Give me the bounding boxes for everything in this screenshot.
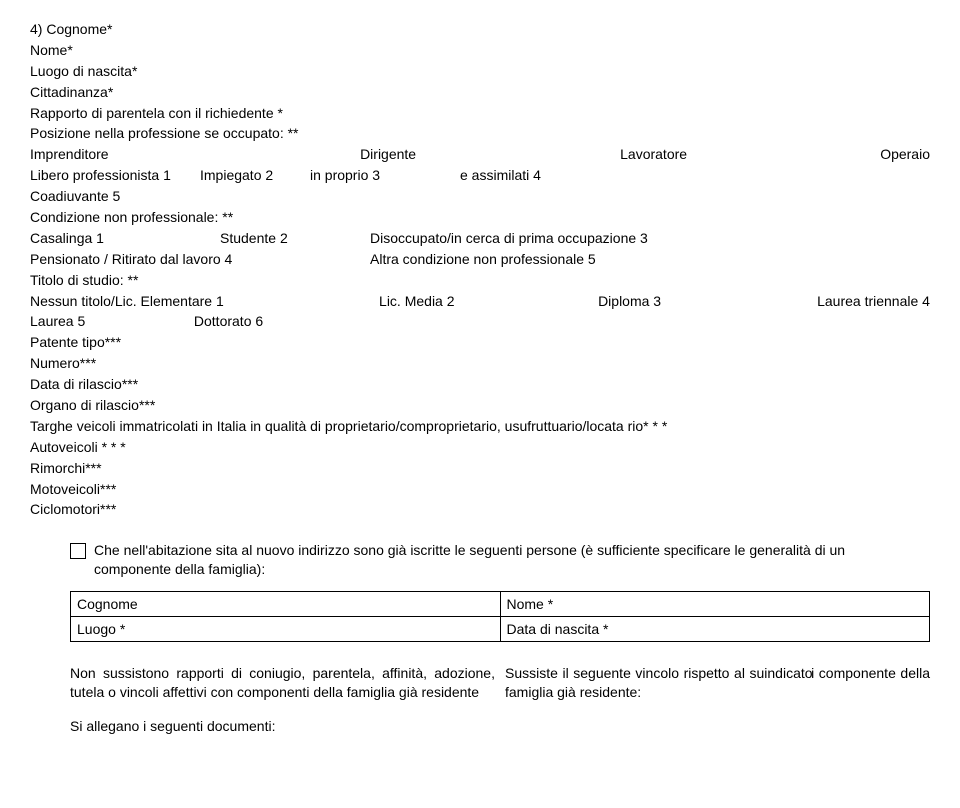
opt-dottorato: Dottorato 6 [194, 313, 263, 329]
organo-rilascio: Organo di rilascio*** [30, 396, 930, 415]
titolo-studio-title: Titolo di studio: ** [30, 271, 930, 290]
opt-impiegato: Impiegato 2 [200, 166, 310, 185]
allegati-label: Si allegano i seguenti documenti: [70, 718, 930, 734]
section4-luogo-nascita: Luogo di nascita* [30, 62, 930, 81]
col-sussiste-pre: Sussiste il seguente vincolo rispetto al… [505, 665, 813, 681]
opt-operaio: Operaio [880, 145, 930, 164]
motoveicoli: Motoveicoli*** [30, 480, 930, 499]
section4-cittadinanza: Cittadinanza* [30, 83, 930, 102]
cell-luogo[interactable]: Luogo * [71, 617, 501, 642]
patente-numero: Numero*** [30, 354, 930, 373]
checkbox-abitazione[interactable] [70, 543, 86, 559]
opt-libero-prof: Libero professionista 1 [30, 166, 200, 185]
section4-cognome: 4) Cognome* [30, 20, 930, 39]
titolo-row1: Nessun titolo/Lic. Elementare 1 Lic. Med… [30, 292, 930, 311]
condizione-title: Condizione non professionale: ** [30, 208, 930, 227]
opt-altra-cond: Altra condizione non professionale 5 [370, 250, 930, 269]
targhe-veicoli: Targhe veicoli immatricolati in Italia i… [30, 417, 930, 436]
section4-nome: Nome* [30, 41, 930, 60]
opt-laurea-tri: Laurea triennale 4 [817, 292, 930, 311]
ciclomotori: Ciclomotori*** [30, 500, 930, 519]
patente-tipo: Patente tipo*** [30, 333, 930, 352]
opt-disoccupato: Disoccupato/in cerca di prima occupazion… [370, 229, 930, 248]
posizione-row1: Imprenditore Dirigente Lavoratore Operai… [30, 145, 930, 164]
cell-data-nascita[interactable]: Data di nascita * [500, 617, 930, 642]
opt-nessun-titolo: Nessun titolo/Lic. Elementare 1 [30, 292, 310, 311]
opt-dirigente: Dirigente [360, 145, 560, 164]
col-non-sussistono: Non sussistono rapporti di coniugio, par… [70, 664, 495, 702]
opt-casalinga: Casalinga 1 [30, 229, 220, 248]
col-sussiste: Sussiste il seguente vincolo rispetto al… [505, 664, 930, 702]
opt-lic-media: Lic. Media 2 [379, 292, 529, 311]
opt-lavoratore: Lavoratore [620, 145, 820, 164]
posizione-title: Posizione nella professione se occupato:… [30, 124, 930, 143]
opt-laurea: Laurea 5 [30, 312, 190, 331]
opt-imprenditore: Imprenditore [30, 145, 300, 164]
opt-diploma: Diploma 3 [598, 292, 748, 311]
opt-coadiuvante: Coadiuvante 5 [30, 187, 930, 206]
checkbox-abitazione-text: Che nell'abitazione sita al nuovo indiri… [94, 541, 910, 579]
opt-assimilati: e assimilati 4 [460, 166, 930, 185]
cell-cognome[interactable]: Cognome [71, 592, 501, 617]
rimorchi: Rimorchi*** [30, 459, 930, 478]
autoveicoli: Autoveicoli * * * [30, 438, 930, 457]
cell-nome[interactable]: Nome * [500, 592, 930, 617]
opt-pensionato: Pensionato / Ritirato dal lavoro 4 [30, 250, 370, 269]
persona-table: Cognome Nome * Luogo * Data di nascita * [70, 591, 930, 642]
col-sussiste-i: i [811, 665, 814, 681]
section4-rapporto-parentela: Rapporto di parentela con il richiedente… [30, 104, 930, 123]
opt-studente: Studente 2 [220, 229, 370, 248]
titolo-row2: Laurea 5 Dottorato 6 [30, 312, 930, 331]
posizione-row2: Libero professionista 1 Impiegato 2 in p… [30, 166, 930, 185]
opt-in-proprio: in proprio 3 [310, 166, 460, 185]
checkbox-abitazione-row: Che nell'abitazione sita al nuovo indiri… [70, 541, 910, 579]
condizione-row1: Casalinga 1 Studente 2 Disoccupato/in ce… [30, 229, 930, 248]
condizione-row2: Pensionato / Ritirato dal lavoro 4 Altra… [30, 250, 930, 269]
rapporti-columns: Non sussistono rapporti di coniugio, par… [70, 664, 930, 702]
data-rilascio: Data di rilascio*** [30, 375, 930, 394]
